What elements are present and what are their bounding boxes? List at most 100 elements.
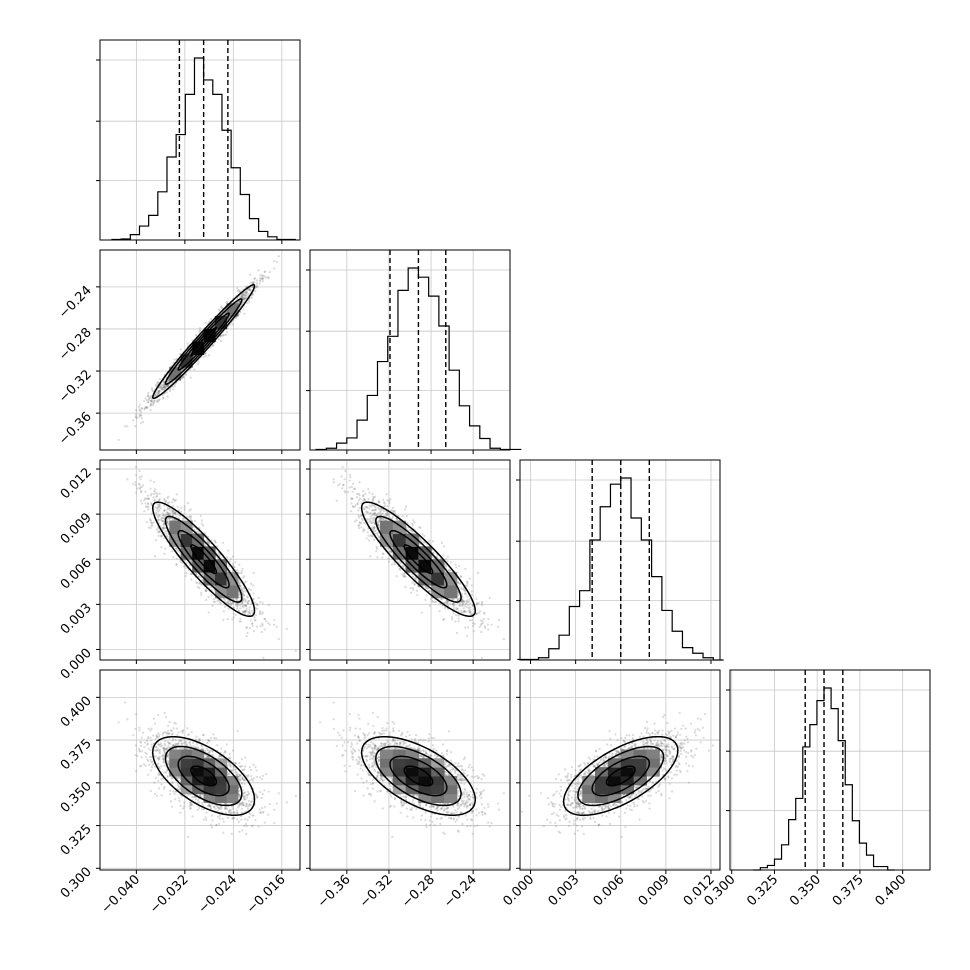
sample-point: [158, 514, 161, 518]
sample-point: [124, 425, 127, 428]
sample-point: [391, 517, 394, 520]
sample-point: [163, 499, 166, 502]
sample-point: [188, 515, 191, 518]
sample-point: [166, 535, 169, 538]
sample-point: [251, 597, 255, 600]
sample-point: [166, 520, 169, 524]
sample-point: [237, 579, 241, 582]
sample-point: [219, 339, 222, 343]
sample-point: [240, 295, 244, 298]
sample-point: [197, 531, 200, 534]
sample-point: [147, 394, 150, 397]
sample-point: [157, 400, 160, 403]
sample-point: [149, 520, 152, 523]
sample-point: [212, 600, 215, 603]
sample-point: [248, 289, 251, 292]
sample-point: [238, 300, 241, 303]
sample-point: [247, 292, 250, 295]
sample-point: [268, 623, 272, 626]
sample-point: [154, 506, 157, 509]
sample-point: [162, 380, 165, 383]
sample-point: [158, 398, 161, 401]
sample-point: [158, 518, 161, 521]
sample-point: [152, 492, 155, 496]
sample-point: [156, 391, 160, 394]
sample-point: [174, 512, 177, 515]
sample-point: [262, 276, 265, 280]
sample-point: [236, 607, 239, 610]
sample-point: [246, 288, 250, 291]
sample-point: [156, 393, 159, 396]
sample-point: [243, 597, 246, 601]
sample-point: [207, 354, 210, 357]
sample-point: [247, 588, 251, 591]
histogram-panel-1: [96, 39, 301, 241]
sample-point: [385, 493, 388, 496]
sample-point: [230, 602, 234, 605]
sample-point: [411, 575, 415, 578]
sample-point: [240, 587, 243, 590]
sample-point: [199, 329, 202, 332]
density-cell: [192, 546, 205, 560]
sample-point: [138, 413, 141, 416]
sample-point: [245, 291, 248, 294]
sample-point: [224, 311, 227, 314]
sample-point: [166, 384, 170, 387]
sample-point: [189, 517, 193, 520]
sample-point: [153, 555, 157, 558]
sample-point: [160, 516, 163, 519]
sample-point: [160, 518, 163, 521]
sample-point: [216, 599, 219, 602]
sample-point: [238, 300, 241, 303]
sample-point: [191, 339, 194, 342]
sample-point: [214, 540, 217, 543]
sample-point: [232, 562, 235, 565]
sample-point: [160, 545, 163, 549]
sample-point: [248, 289, 251, 292]
sample-point: [232, 606, 236, 610]
sample-point: [246, 631, 249, 635]
sample-point: [196, 530, 199, 533]
sample-point: [157, 380, 160, 384]
sample-point: [386, 513, 389, 516]
sample-point: [160, 534, 163, 538]
sample-point: [236, 602, 239, 606]
sample-point: [138, 476, 141, 479]
sample-point: [384, 513, 387, 516]
sample-point: [225, 556, 229, 559]
sample-point: [151, 389, 154, 392]
sample-point: [155, 495, 158, 498]
sample-point: [163, 552, 166, 555]
y-tick-label: 0.003: [58, 601, 95, 638]
sample-point: [172, 498, 175, 501]
y-tick-label: 0.012: [58, 465, 95, 502]
sample-point: [193, 368, 196, 371]
sample-point: [163, 386, 166, 389]
sample-point: [364, 505, 367, 508]
sample-point: [258, 613, 261, 616]
sample-point: [162, 526, 165, 529]
histogram-panel-3: [516, 459, 724, 661]
sample-point: [149, 409, 152, 412]
sample-point: [152, 496, 155, 499]
sample-point: [157, 390, 160, 393]
density-cell: [215, 584, 228, 599]
sample-point: [243, 294, 246, 297]
sample-point: [151, 400, 154, 403]
sample-point: [157, 519, 160, 522]
panel-frame: [309, 249, 511, 451]
sample-point: [171, 514, 174, 517]
sample-point: [381, 518, 384, 521]
sample-point: [150, 394, 153, 397]
sample-point: [162, 384, 165, 387]
sample-point: [285, 627, 288, 631]
sample-point: [188, 516, 191, 519]
contour-line: [190, 544, 218, 575]
sample-point: [158, 508, 161, 512]
sample-point: [255, 602, 259, 606]
sample-point: [390, 563, 394, 566]
sample-point: [201, 578, 204, 581]
sample-point: [241, 294, 244, 297]
panel-frame: [729, 669, 931, 871]
